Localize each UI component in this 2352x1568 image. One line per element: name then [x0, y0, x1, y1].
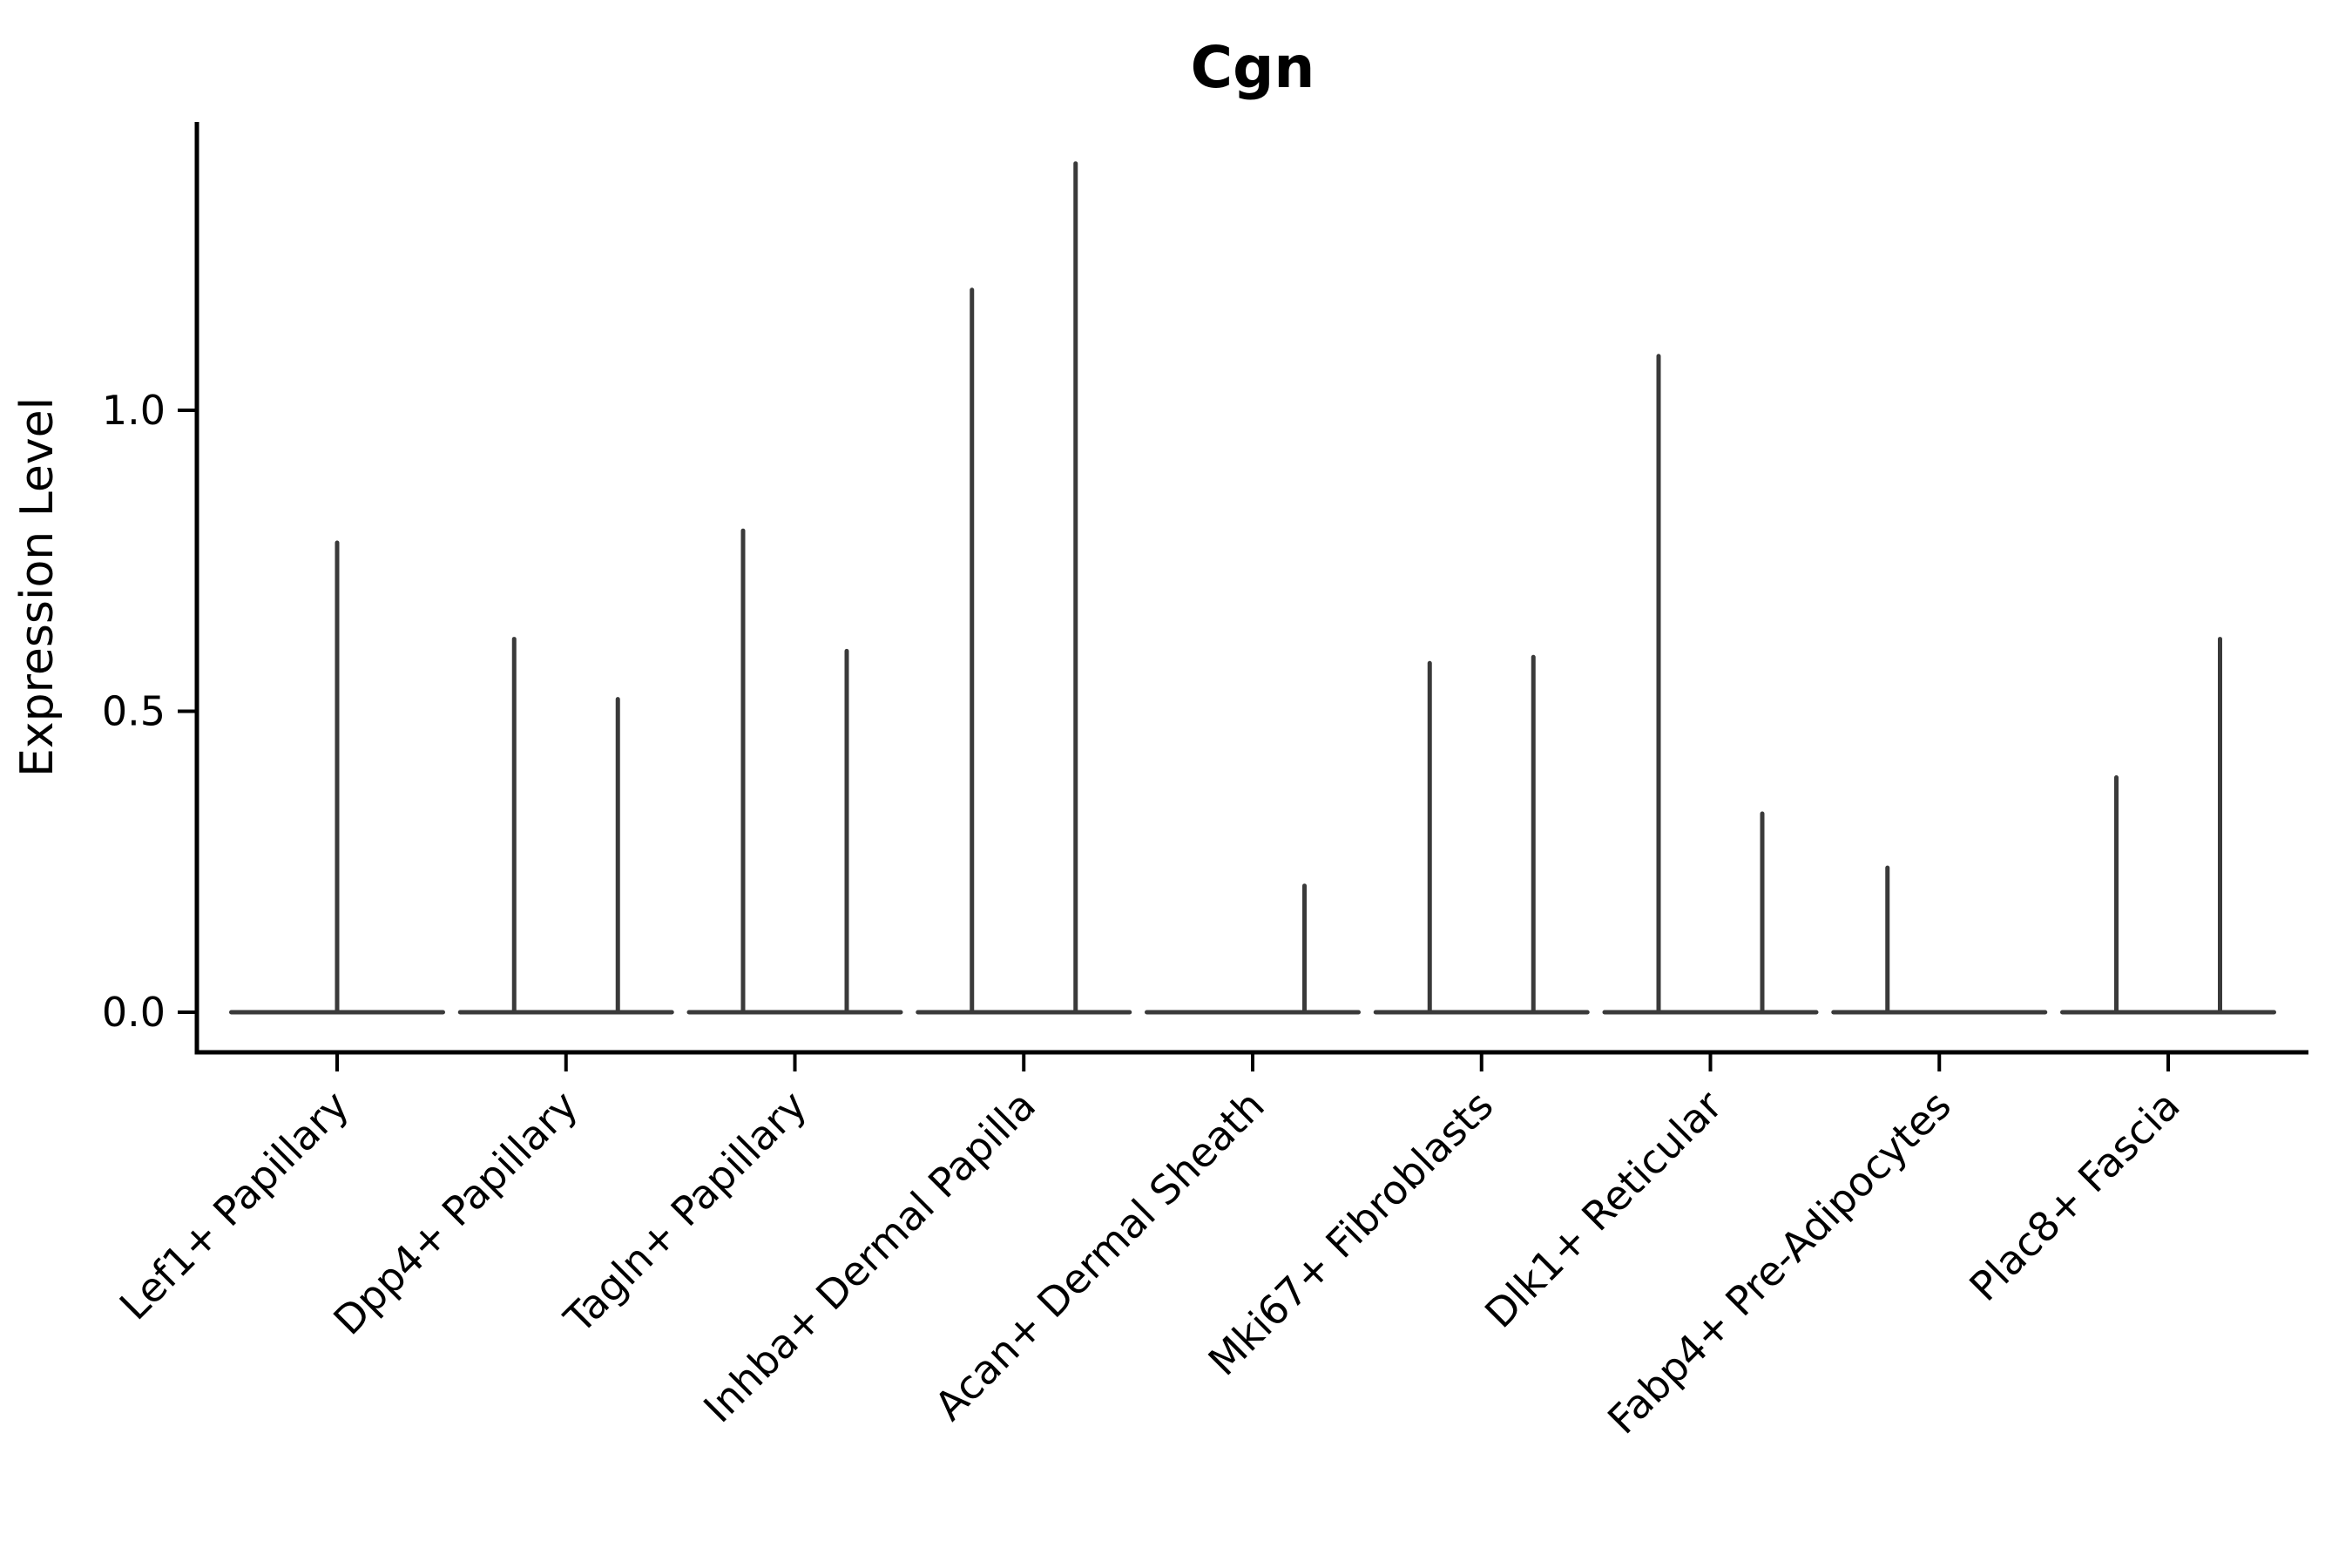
- y-axis-ticks: 0.0 0.5 1.0: [102, 387, 197, 1036]
- x-tick-label: Lef1+ Papillary: [111, 1082, 358, 1329]
- violin-3: [686, 528, 903, 1015]
- violins-group: [229, 161, 2276, 1015]
- x-tick-label: Plac8+ Fascia: [1960, 1082, 2188, 1310]
- violin-8: [1831, 865, 2048, 1015]
- x-tick-label: Dpp4+ Papillary: [324, 1082, 586, 1344]
- y-axis-label: Expression Level: [11, 397, 64, 777]
- violin-5: [1145, 883, 1361, 1015]
- violin-7: [1602, 354, 1819, 1015]
- y-tick-label: 1.0: [102, 387, 166, 434]
- violin-6: [1373, 654, 1590, 1015]
- chart-title: Cgn: [1191, 34, 1315, 101]
- x-tick-label: Tagln+ Papillary: [555, 1082, 816, 1343]
- violin-9: [2060, 637, 2276, 1015]
- violin-2: [457, 637, 674, 1015]
- y-tick-label: 0.5: [102, 688, 166, 735]
- violin-1: [229, 540, 445, 1015]
- y-tick-label: 0.0: [102, 989, 166, 1036]
- violin-4: [916, 161, 1132, 1015]
- x-tick-label: Dlk1+ Reticular: [1476, 1082, 1731, 1337]
